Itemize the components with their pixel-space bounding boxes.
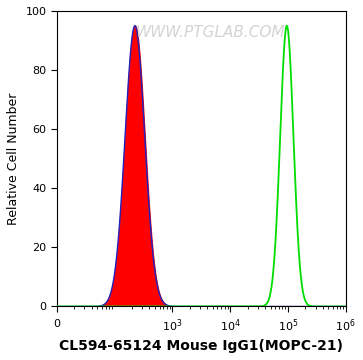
Y-axis label: Relative Cell Number: Relative Cell Number: [7, 93, 20, 225]
Text: WWW.PTGLAB.COM: WWW.PTGLAB.COM: [136, 25, 285, 40]
X-axis label: CL594-65124 Mouse IgG1(MOPC-21): CL594-65124 Mouse IgG1(MOPC-21): [59, 339, 343, 353]
